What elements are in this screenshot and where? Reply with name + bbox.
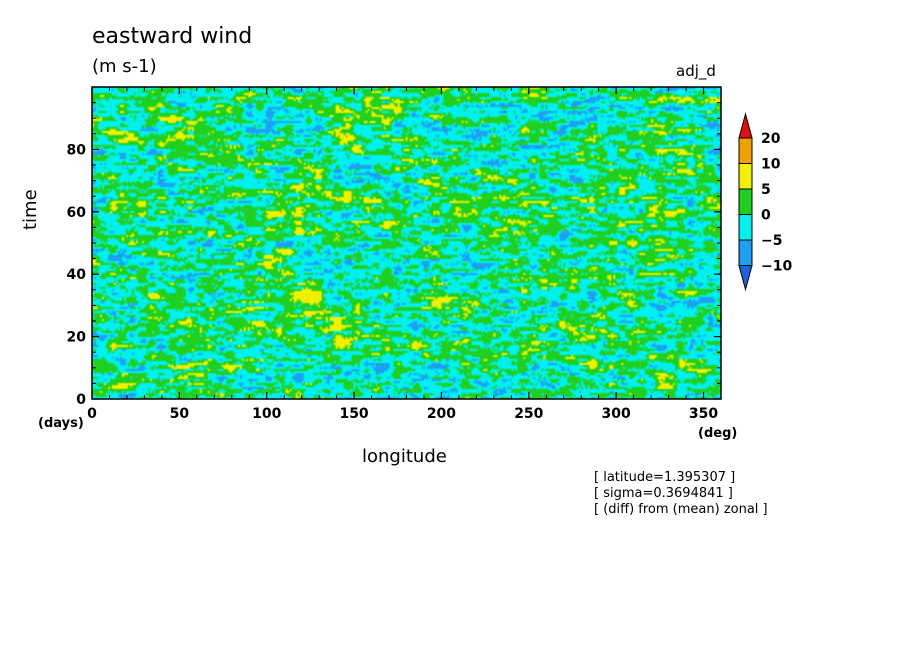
annotation-latitude: [ latitude=1.395307 ] (594, 470, 736, 485)
colorbar-segment (738, 214, 753, 241)
y-axis-unit: (days) (38, 416, 84, 431)
colorbar-arrow-bottom (738, 265, 753, 292)
colorbar-label: 5 (761, 182, 771, 198)
y-tick-label: 20 (67, 330, 87, 346)
x-tick-label: 300 (602, 406, 631, 422)
y-tick-label: 40 (67, 267, 87, 283)
x-tick-label: 150 (339, 406, 368, 422)
y-tick-label: 0 (76, 392, 86, 408)
x-tick-label: 100 (252, 406, 281, 422)
colorbar-label: 20 (761, 131, 781, 147)
colorbar-segment (738, 188, 753, 215)
colorbar-label: 10 (761, 157, 781, 173)
x-tick-label: 250 (514, 406, 543, 422)
colorbar-segment (738, 239, 753, 266)
y-tick-label: 60 (67, 205, 87, 221)
chart-title: eastward wind (92, 24, 253, 49)
x-tick-label: 50 (170, 406, 190, 422)
colorbar-segment (738, 163, 753, 190)
x-axis-label: longitude (362, 446, 447, 467)
x-axis-ticks: 0 50 100 150 200 250 300 350 (87, 87, 718, 422)
x-tick-label: 350 (689, 406, 718, 422)
colorbar: 20 10 5 0 −5 −10 (738, 112, 792, 292)
annotation-sigma: [ sigma=0.3694841 ] (594, 486, 733, 501)
colorbar-segment (738, 137, 753, 164)
wind-field (92, 87, 721, 399)
y-axis-ticks: 0 20 40 60 80 (67, 102, 721, 408)
x-tick-label: 0 (87, 406, 97, 422)
x-axis-unit: (deg) (698, 426, 738, 441)
wind-field-image (92, 87, 721, 399)
x-tick-label: 200 (427, 406, 456, 422)
annotation-diff: [ (diff) from (mean) zonal ] (594, 502, 768, 517)
colorbar-label: −10 (761, 259, 792, 275)
y-tick-label: 80 (67, 142, 87, 158)
run-label: adj_d (676, 62, 716, 80)
colorbar-label: −5 (761, 233, 782, 249)
colorbar-arrow-top (738, 112, 753, 139)
colorbar-label: 0 (761, 208, 771, 224)
chart-units: (m s-1) (92, 56, 157, 77)
